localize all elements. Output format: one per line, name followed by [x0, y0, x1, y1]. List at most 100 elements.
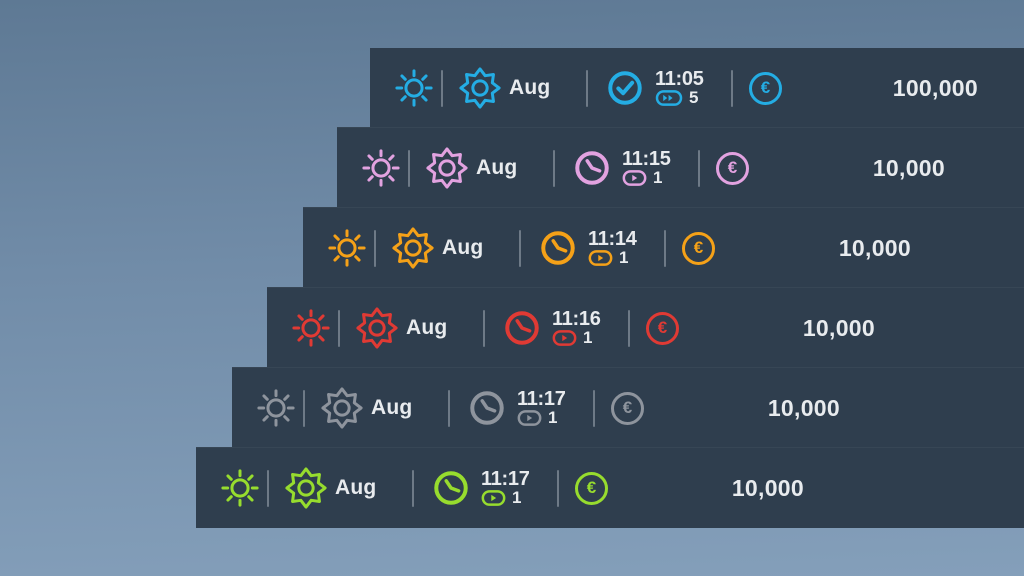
euro-symbol: €: [727, 157, 738, 177]
time-block: 11:16 1: [552, 308, 614, 347]
speed-count: 1: [653, 168, 663, 187]
time-label: 11:17: [481, 468, 530, 490]
euro-symbol: €: [622, 397, 633, 417]
clock-hands-icon: [503, 309, 541, 347]
euro-icon: €: [749, 71, 782, 105]
month-star-icon: [426, 147, 468, 189]
play-icon: [622, 170, 647, 186]
separator: [483, 309, 485, 347]
separator: [448, 389, 450, 427]
separator: [519, 229, 521, 267]
time-block: 11:17 1: [481, 468, 543, 507]
separator: [441, 69, 443, 107]
clock-check-icon: [606, 69, 644, 107]
separator: [731, 69, 733, 107]
separator: [557, 469, 559, 507]
time-label: 11:14: [588, 228, 637, 250]
month-label: Aug: [442, 236, 484, 259]
weather-sun-icon: [292, 309, 330, 347]
time-block: 11:15 1: [622, 148, 684, 187]
money-value: 10,000: [802, 314, 875, 341]
speed-count: 1: [548, 408, 558, 427]
clock-hands-icon: [573, 149, 611, 187]
money-value: 10,000: [872, 154, 945, 181]
euro-symbol: €: [586, 477, 597, 497]
play-icon: [481, 490, 506, 506]
euro-symbol: €: [693, 237, 704, 257]
clock-hands-icon: [468, 389, 506, 427]
separator: [412, 469, 414, 507]
savegame-row-5[interactable]: Aug 11:17 1 € 10,000: [232, 367, 1024, 448]
speed-line: 1: [552, 328, 614, 347]
clock-hands-icon: [432, 469, 470, 507]
euro-icon: €: [611, 391, 644, 425]
savegame-row-content: Aug 11:15 1 € 10,000: [337, 128, 945, 208]
savegame-row-2[interactable]: Aug 11:15 1 € 10,000: [337, 127, 1024, 208]
savegame-row-content: Aug 11:05 5 € 100,000: [370, 48, 978, 128]
savegame-row-content: Aug 11:17 1 € 10,000: [196, 448, 804, 528]
euro-icon: €: [646, 311, 679, 345]
money-value: 10,000: [838, 234, 911, 261]
separator: [408, 149, 410, 187]
month-star-icon: [321, 387, 363, 429]
euro-symbol: €: [657, 317, 668, 337]
weather-sun-icon: [362, 149, 400, 187]
time-label: 11:16: [552, 308, 601, 330]
money-value: 10,000: [731, 474, 804, 501]
speed-line: 1: [622, 168, 684, 187]
euro-icon: €: [716, 151, 749, 185]
separator: [628, 309, 630, 347]
euro-icon: €: [682, 231, 715, 265]
separator: [267, 469, 269, 507]
month-label: Aug: [509, 76, 551, 99]
time-label: 11:15: [622, 148, 671, 170]
savegame-row-content: Aug 11:16 1 € 10,000: [267, 288, 875, 368]
weather-sun-icon: [257, 389, 295, 427]
speed-line: 1: [481, 488, 543, 507]
savegame-row-1[interactable]: Aug 11:05 5 € 100,000: [370, 48, 1024, 128]
separator: [303, 389, 305, 427]
savegame-row-6[interactable]: Aug 11:17 1 € 10,000: [196, 447, 1024, 528]
speed-count: 1: [512, 488, 522, 507]
month-label: Aug: [371, 396, 413, 419]
time-label: 11:17: [517, 388, 566, 410]
month-star-icon: [392, 227, 434, 269]
savegame-row-3[interactable]: Aug 11:14 1 € 10,000: [303, 207, 1024, 288]
euro-symbol: €: [760, 77, 771, 97]
weather-sun-icon: [221, 469, 259, 507]
separator: [593, 389, 595, 427]
savegame-row-content: Aug 11:14 1 € 10,000: [303, 208, 911, 288]
play-icon: [552, 330, 577, 346]
separator: [586, 69, 588, 107]
month-label: Aug: [476, 156, 518, 179]
fast-forward-icon: [655, 90, 683, 106]
month-star-icon: [356, 307, 398, 349]
play-icon: [517, 410, 542, 426]
month-label: Aug: [406, 316, 448, 339]
speed-line: 5: [655, 88, 717, 107]
clock-hands-icon: [539, 229, 577, 267]
time-label: 11:05: [655, 68, 704, 90]
speed-line: 1: [517, 408, 579, 427]
time-block: 11:14 1: [588, 228, 650, 266]
separator: [338, 309, 340, 347]
play-icon: [588, 250, 613, 266]
savegame-row-content: Aug 11:17 1 € 10,000: [232, 368, 840, 448]
time-block: 11:17 1: [517, 388, 579, 427]
weather-sun-icon: [395, 69, 433, 107]
speed-line: 1: [588, 249, 650, 266]
speed-count: 1: [583, 328, 593, 347]
month-star-icon: [285, 467, 327, 509]
separator: [374, 229, 376, 267]
month-label: Aug: [335, 476, 377, 499]
month-star-icon: [459, 67, 501, 109]
money-value: 100,000: [892, 74, 978, 101]
speed-count: 5: [689, 88, 699, 107]
money-value: 10,000: [767, 394, 840, 421]
separator: [553, 149, 555, 187]
euro-icon: €: [575, 471, 608, 505]
savegame-row-4[interactable]: Aug 11:16 1 € 10,000: [267, 287, 1024, 368]
separator: [664, 229, 666, 267]
time-block: 11:05 5: [655, 68, 717, 107]
